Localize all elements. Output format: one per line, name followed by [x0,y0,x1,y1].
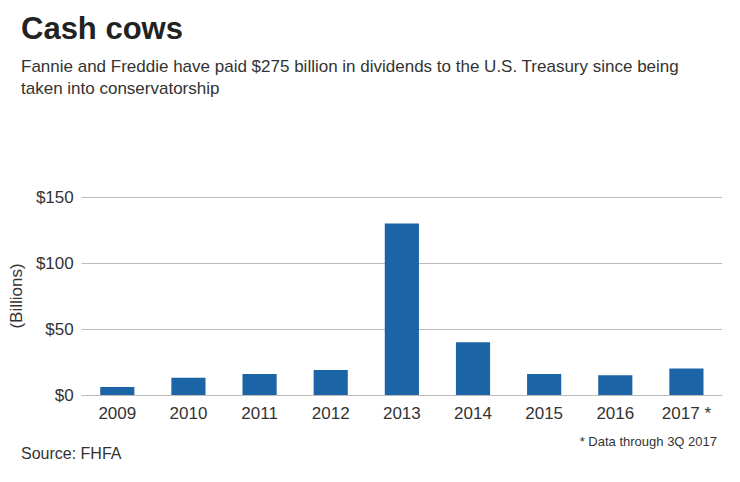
svg-text:Fannie and Freddie have paid $: Fannie and Freddie have paid $275 billio… [21,57,683,76]
svg-text:2009: 2009 [98,404,136,423]
svg-text:* Data through 3Q 2017: * Data through 3Q 2017 [580,434,717,449]
svg-text:2014: 2014 [454,404,492,423]
svg-text:$0: $0 [55,386,74,405]
svg-text:2017 *: 2017 * [662,404,712,423]
svg-text:2012: 2012 [312,404,350,423]
svg-text:$150: $150 [36,188,74,207]
svg-text:Source: FHFA: Source: FHFA [21,445,122,462]
svg-text:2011: 2011 [241,404,278,423]
svg-text:2013: 2013 [383,404,421,423]
svg-text:taken into conservatorship: taken into conservatorship [21,79,219,98]
svg-text:2015: 2015 [525,404,563,423]
svg-text:$100: $100 [36,254,74,273]
svg-text:(Billions): (Billions) [7,263,26,328]
svg-text:Cash cows: Cash cows [21,11,183,46]
svg-text:2016: 2016 [596,404,634,423]
svg-text:$50: $50 [45,320,73,339]
svg-text:2010: 2010 [170,404,208,423]
